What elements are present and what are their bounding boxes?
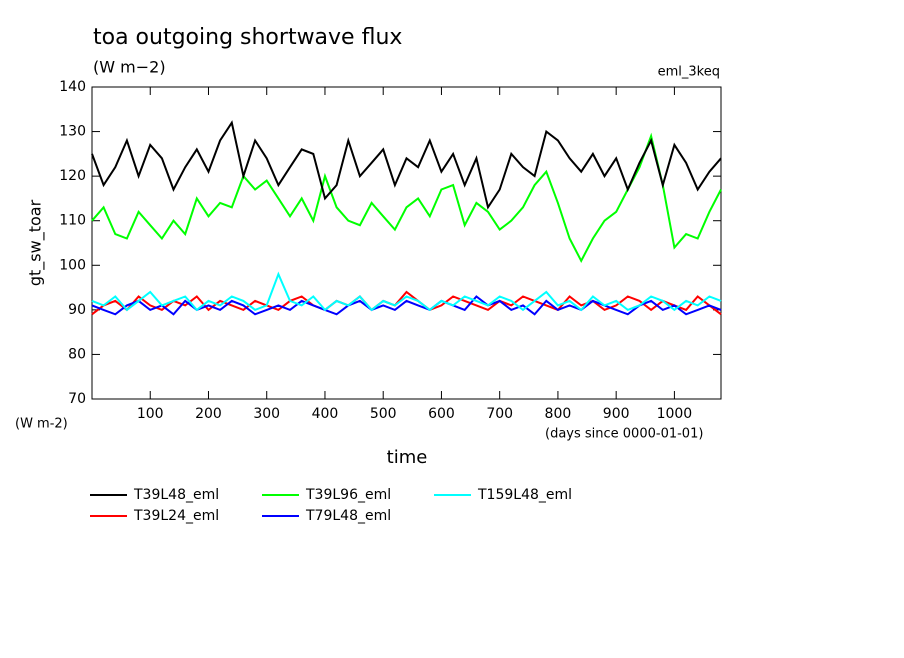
x-unit: (days since 0000-01-01)	[545, 427, 703, 442]
legend-label: T159L48_eml	[477, 487, 572, 503]
series-line	[91, 271, 722, 312]
y-tick-label: 120	[59, 168, 86, 184]
chart-title: toa outgoing shortwave flux	[93, 25, 402, 50]
legend-label: T39L48_eml	[133, 487, 219, 503]
plot-frame	[91, 86, 722, 400]
y-axis-label: gt_sw_toar	[26, 199, 46, 286]
x-tick-label: 200	[195, 406, 222, 422]
y-unit: (W m-2)	[15, 417, 68, 432]
y-tick-label: 80	[68, 346, 86, 362]
y-tick-label: 140	[59, 79, 86, 95]
x-tick-label: 1000	[657, 406, 693, 422]
legend-label: T39L96_eml	[305, 487, 391, 503]
legend-label: T79L48_eml	[305, 508, 391, 524]
series-line	[91, 290, 722, 316]
x-tick-label: 400	[312, 406, 339, 422]
chart-subtitle: (W m−2)	[93, 58, 166, 77]
x-tick-label: 500	[370, 406, 397, 422]
x-tick-label: 900	[603, 406, 630, 422]
annotation: eml_3keq	[658, 65, 720, 80]
x-tick-label: 100	[137, 406, 164, 422]
y-tick-label: 130	[59, 124, 86, 140]
series-line	[91, 132, 722, 263]
y-tick-label: 90	[68, 302, 86, 318]
x-tick-label: 800	[545, 406, 572, 422]
x-tick-label: 600	[428, 406, 455, 422]
x-tick-label: 300	[253, 406, 280, 422]
x-tick-label: 700	[486, 406, 513, 422]
legend-label: T39L24_eml	[133, 508, 219, 524]
y-tick-label: 100	[59, 257, 86, 273]
y-tick-label: 110	[59, 213, 86, 229]
x-axis-label: time	[387, 447, 428, 468]
series-line	[91, 120, 722, 210]
y-tick-label: 70	[68, 391, 86, 407]
